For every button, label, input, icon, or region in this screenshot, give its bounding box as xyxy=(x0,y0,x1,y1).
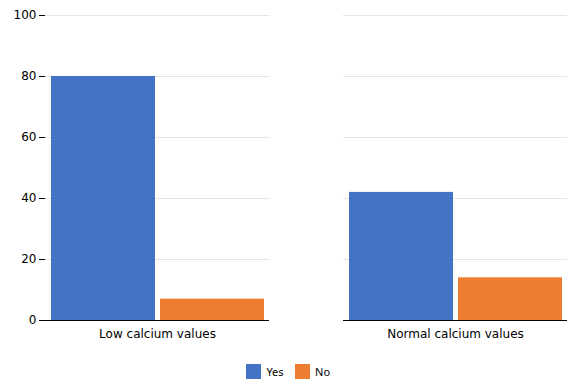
svg-text:0: 0 xyxy=(29,313,37,327)
svg-text:Low calcium values: Low calcium values xyxy=(99,327,216,341)
svg-text:100: 100 xyxy=(14,8,37,22)
html-text:Yes: Yes xyxy=(266,364,284,379)
svg-text:40: 40 xyxy=(21,191,36,205)
svg-text:60: 60 xyxy=(21,130,36,144)
svg-text:Normal calcium values: Normal calcium values xyxy=(387,327,524,341)
html-text:No: No xyxy=(315,364,331,379)
svg-text:20: 20 xyxy=(21,252,36,266)
svg-text:80: 80 xyxy=(21,69,36,83)
